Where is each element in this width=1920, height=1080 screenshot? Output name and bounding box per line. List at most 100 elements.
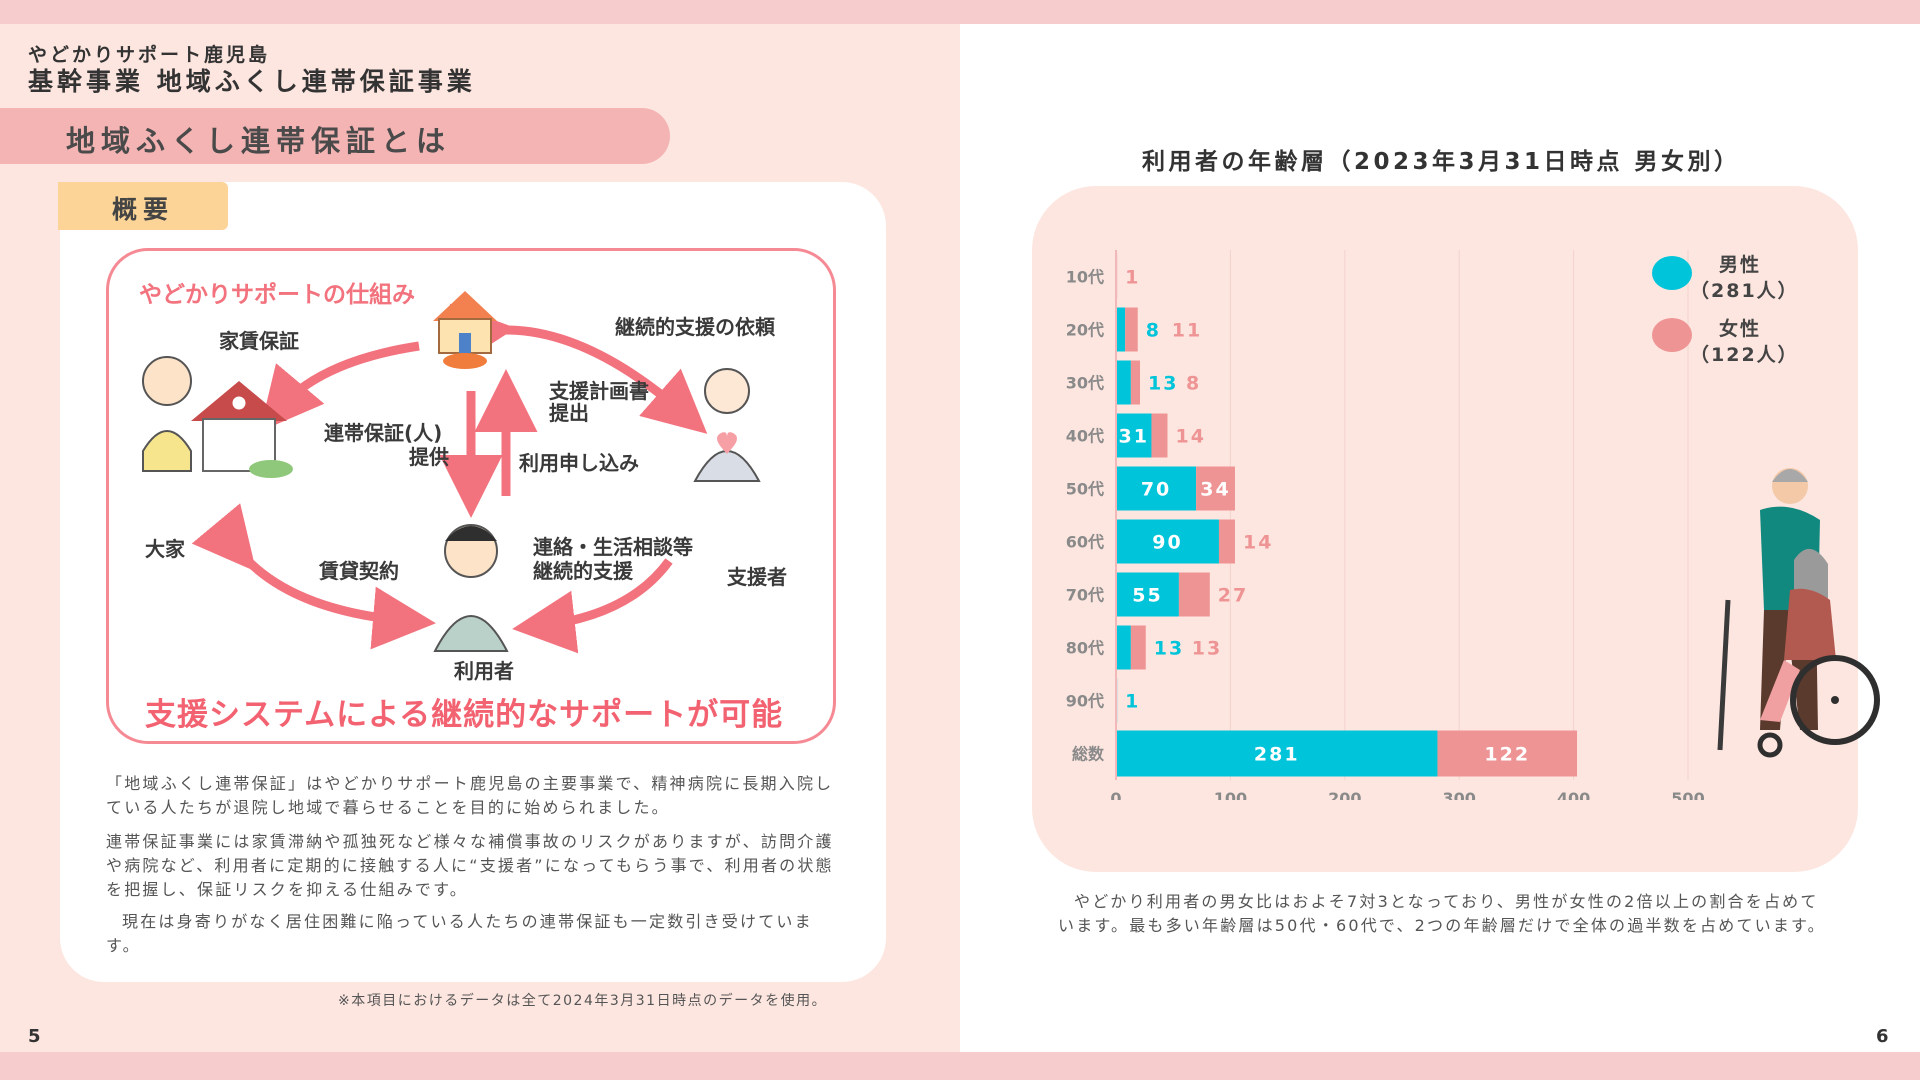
category-label: 20代 [1066, 321, 1104, 340]
category-label: 60代 [1066, 533, 1104, 552]
category-label: 50代 [1066, 480, 1104, 499]
data-label-female: 14 [1243, 532, 1273, 554]
bar-female [1196, 466, 1235, 511]
bar-female [1151, 413, 1168, 458]
overview-paragraph-3: 現在は身寄りがなく居住困難に陥っている人たちの連帯保証も一定数引き受けています。 [106, 912, 813, 955]
bar-female [1125, 307, 1138, 352]
overview-paragraph-2: 連帯保証事業には家賃滞納や孤独死など様々な補償事故のリスクがありますが、訪問介護… [106, 832, 834, 899]
overview-paragraph-1: 「地域ふくし連帯保証」はやどかりサポート鹿児島の主要事業で、精神病院に長期入院し… [106, 774, 834, 817]
landlord-icon [142, 356, 293, 478]
overview-tab-label: 概要 [112, 195, 175, 224]
legend-female-count: （122人） [1690, 344, 1799, 366]
bar-female [1178, 572, 1210, 617]
bar-male [1116, 466, 1197, 511]
x-tick-label: 100 [1214, 789, 1247, 800]
page-title-bar: 地域ふくし連帯保証とは [0, 108, 670, 164]
legend-female: 女性 （122人） [1690, 316, 1799, 368]
overview-tab: 概要 [58, 182, 228, 230]
data-label-female: 8 [1186, 373, 1201, 395]
chart-title: 利用者の年齢層（2023年3月31日時点 男女別） [1142, 149, 1741, 175]
category-label: 10代 [1066, 268, 1104, 287]
elderly-wheelchair-illustration [1717, 468, 1880, 758]
data-label-female: 27 [1218, 585, 1248, 607]
yadokari-house-icon [433, 291, 497, 369]
label-apply: 利用申し込み [519, 451, 639, 475]
data-label-male: 8 [1146, 320, 1161, 342]
arrow-support-request [449, 303, 708, 434]
label-guarantor-line1: 連帯保証(人) [324, 421, 443, 445]
page-number-right: 6 [1876, 1026, 1889, 1047]
bar-male [1116, 360, 1131, 405]
bar-male [1116, 625, 1131, 670]
data-label-male: 13 [1154, 638, 1184, 660]
legend-male-label: 男性 [1718, 254, 1761, 276]
bar-male [1116, 519, 1219, 564]
data-label-male: 281 [1254, 744, 1300, 766]
bar-female [1437, 730, 1578, 777]
label-plan-line2: 提出 [549, 401, 589, 425]
legend-male-swatch [1652, 256, 1692, 290]
data-note: ※本項目におけるデータは全て2024年3月31日時点のデータを使用。 [338, 993, 828, 1009]
data-label-male: 90 [1152, 532, 1182, 554]
brand-name: やどかりサポート鹿児島 [28, 44, 271, 66]
chart-description: やどかり利用者の男女比はおよそ7対3となっており、男性が女性の2倍以上の割合を占… [1058, 892, 1826, 935]
bar-male [1116, 413, 1152, 458]
label-user: 利用者 [454, 659, 514, 683]
data-label-female: 13 [1192, 638, 1222, 660]
bar-male [1116, 730, 1438, 777]
label-rent-guarantee: 家賃保証 [219, 329, 299, 353]
data-label-female: 14 [1175, 426, 1205, 448]
category-label: 90代 [1066, 692, 1104, 711]
arrow-contact [512, 558, 673, 654]
bar-female [1218, 519, 1235, 564]
legend-male: 男性 （281人） [1690, 252, 1799, 304]
mechanism-diagram: やどかりサポートの仕組み 家賃保証 継続的支援の依頼 支援計画書 提出 連帯保証… [106, 248, 836, 744]
label-plan-line1: 支援計画書 [549, 379, 649, 403]
user-icon [433, 524, 509, 652]
data-label-male: 1 [1125, 691, 1140, 713]
legend-female-label: 女性 [1718, 318, 1761, 340]
category-label: 40代 [1066, 427, 1104, 446]
label-guarantor-line2: 提供 [409, 445, 449, 469]
page-number-left: 5 [28, 1026, 41, 1047]
data-label-female: 122 [1484, 744, 1530, 766]
diagram-title: やどかりサポートの仕組み [139, 282, 415, 308]
x-tick-label: 400 [1557, 789, 1590, 800]
page-title: 地域ふくし連帯保証とは [66, 124, 452, 158]
legend-female-swatch [1652, 318, 1692, 352]
label-landlord: 大家 [145, 537, 185, 561]
data-label-female: 34 [1200, 479, 1230, 501]
category-label: 70代 [1066, 586, 1104, 605]
diagram-graphics [142, 291, 761, 654]
label-supporter: 支援者 [727, 565, 787, 589]
age-bar-chart: 0 100 200 300 400 500 10代 1 20代 8 11 30代 13 8 40代 31 14 5… [1066, 250, 1705, 800]
diagram-slogan: 支援システムによる継続的なサポートが可能 [145, 697, 784, 733]
bar-female [1130, 360, 1141, 405]
data-label-female: 1 [1125, 267, 1140, 289]
top-band [0, 0, 1920, 24]
data-label-male: 70 [1141, 479, 1171, 501]
x-tick-label: 500 [1671, 789, 1704, 800]
data-label-male: 31 [1119, 426, 1149, 448]
label-contact-line2: 継続的支援 [533, 559, 633, 583]
category-label: 30代 [1066, 374, 1104, 393]
bar-female [1130, 625, 1146, 670]
x-tick-label: 0 [1110, 789, 1121, 800]
label-contact-line1: 連絡・生活相談等 [533, 535, 693, 559]
category-label: 総数 [1072, 745, 1105, 764]
category-label: 80代 [1066, 639, 1104, 658]
bottom-band [0, 1052, 1920, 1080]
arrow-lease [191, 503, 436, 650]
bar-male [1116, 572, 1179, 617]
label-support-request: 継続的支援の依頼 [615, 315, 775, 339]
data-label-male: 13 [1148, 373, 1178, 395]
label-lease: 賃貸契約 [319, 559, 399, 583]
x-tick-label: 200 [1328, 789, 1361, 800]
arrow-rent-guarantee [259, 341, 420, 432]
legend-male-count: （281人） [1690, 280, 1799, 302]
section-title: 基幹事業 地域ふくし連帯保証事業 [28, 67, 476, 96]
supporter-icon [693, 368, 761, 482]
data-label-male: 55 [1132, 585, 1162, 607]
data-label-female: 11 [1172, 320, 1202, 342]
bar-male [1116, 307, 1126, 352]
